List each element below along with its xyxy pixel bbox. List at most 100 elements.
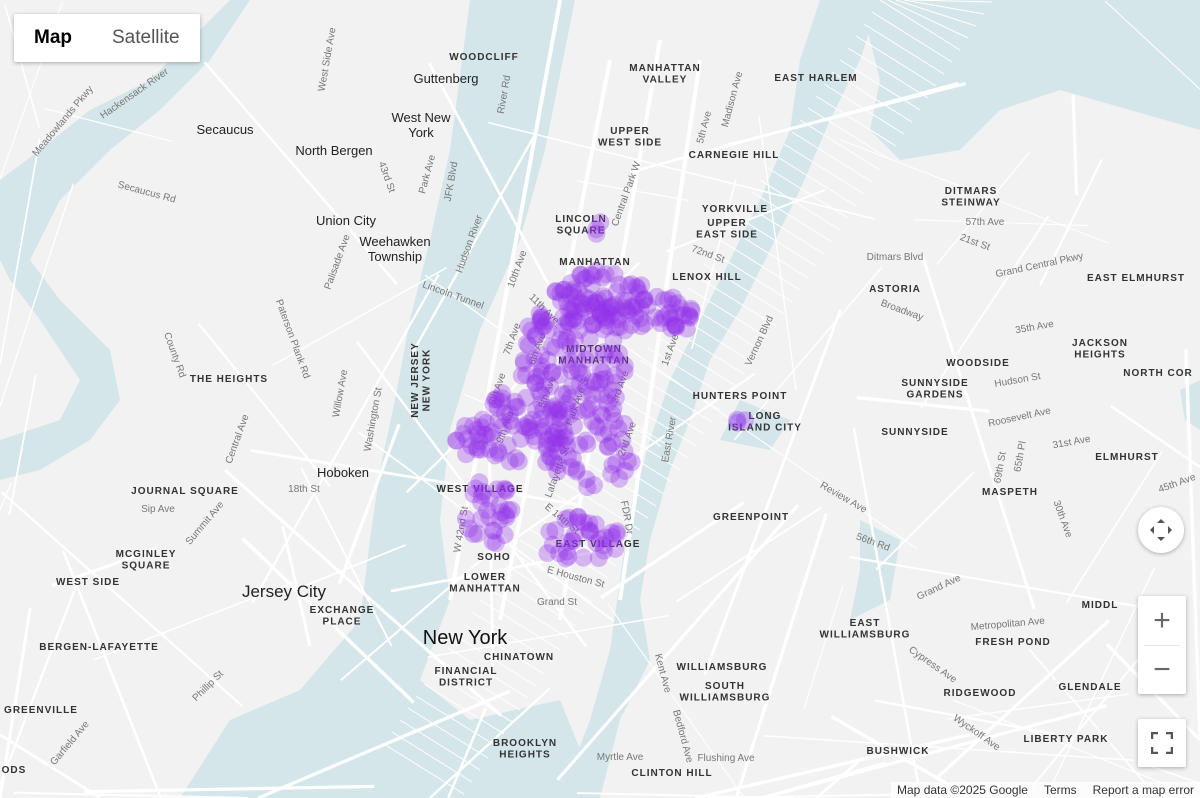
data-point-marker[interactable]: [541, 377, 560, 396]
data-point-marker[interactable]: [509, 452, 528, 471]
data-point-marker[interactable]: [557, 542, 576, 561]
data-point-marker[interactable]: [602, 464, 621, 483]
data-point-marker[interactable]: [495, 404, 514, 423]
data-point-marker[interactable]: [603, 528, 622, 547]
data-point-marker[interactable]: [567, 462, 586, 481]
data-point-marker[interactable]: [497, 481, 516, 500]
data-point-marker[interactable]: [564, 309, 583, 328]
data-point-marker[interactable]: [631, 309, 650, 328]
data-point-marker[interactable]: [480, 508, 499, 527]
data-point-marker[interactable]: [603, 456, 622, 475]
data-point-marker[interactable]: [606, 539, 625, 558]
data-point-marker[interactable]: [502, 501, 521, 520]
data-point-marker[interactable]: [728, 410, 747, 429]
data-point-marker[interactable]: [582, 316, 601, 335]
data-point-marker[interactable]: [598, 317, 617, 336]
data-point-marker[interactable]: [493, 417, 512, 436]
data-point-marker[interactable]: [468, 524, 487, 543]
data-point-marker[interactable]: [632, 276, 651, 295]
camera-control-button[interactable]: [1138, 507, 1184, 553]
data-point-marker[interactable]: [565, 330, 584, 349]
data-point-marker[interactable]: [475, 425, 494, 444]
data-point-marker[interactable]: [597, 308, 616, 327]
data-point-marker[interactable]: [567, 312, 586, 331]
data-point-marker[interactable]: [532, 308, 551, 327]
data-point-marker[interactable]: [681, 299, 700, 318]
data-point-marker[interactable]: [555, 280, 574, 299]
data-point-marker[interactable]: [595, 343, 614, 362]
data-point-marker[interactable]: [454, 424, 473, 443]
data-point-marker[interactable]: [517, 388, 536, 407]
data-point-marker[interactable]: [533, 418, 552, 437]
data-point-marker[interactable]: [602, 298, 621, 317]
data-point-marker[interactable]: [563, 531, 582, 550]
data-point-marker[interactable]: [545, 397, 564, 416]
data-point-marker[interactable]: [546, 282, 565, 301]
data-point-marker[interactable]: [578, 434, 597, 453]
data-point-marker[interactable]: [543, 427, 562, 446]
data-point-marker[interactable]: [682, 301, 701, 320]
data-point-marker[interactable]: [584, 315, 603, 334]
data-point-marker[interactable]: [607, 525, 626, 544]
data-point-marker[interactable]: [546, 434, 565, 453]
data-point-marker[interactable]: [576, 401, 595, 420]
data-point-marker[interactable]: [517, 334, 536, 353]
data-point-marker[interactable]: [554, 281, 573, 300]
data-point-marker[interactable]: [559, 547, 578, 566]
data-point-marker[interactable]: [573, 299, 592, 318]
data-point-marker[interactable]: [646, 308, 665, 327]
data-point-marker[interactable]: [653, 309, 672, 328]
data-point-marker[interactable]: [607, 453, 626, 472]
data-point-marker[interactable]: [598, 387, 617, 406]
data-point-marker[interactable]: [574, 295, 593, 314]
data-point-marker[interactable]: [564, 283, 583, 302]
data-point-marker[interactable]: [571, 265, 590, 284]
data-point-marker[interactable]: [622, 297, 641, 316]
data-point-marker[interactable]: [622, 453, 641, 472]
data-point-marker[interactable]: [630, 283, 649, 302]
data-point-marker[interactable]: [537, 439, 556, 458]
data-point-marker[interactable]: [552, 292, 571, 311]
data-point-marker[interactable]: [523, 410, 542, 429]
data-point-marker[interactable]: [580, 289, 599, 308]
data-point-marker[interactable]: [561, 274, 580, 293]
data-point-marker[interactable]: [680, 308, 699, 327]
data-point-marker[interactable]: [519, 336, 538, 355]
data-point-marker[interactable]: [586, 515, 605, 534]
data-point-marker[interactable]: [631, 299, 650, 318]
data-point-marker[interactable]: [610, 469, 629, 488]
data-point-marker[interactable]: [551, 414, 570, 433]
data-point-marker[interactable]: [467, 438, 486, 457]
data-point-marker[interactable]: [587, 293, 606, 312]
data-point-marker[interactable]: [664, 288, 683, 307]
data-point-marker[interactable]: [544, 453, 563, 472]
data-point-marker[interactable]: [547, 429, 566, 448]
data-point-marker[interactable]: [575, 513, 594, 532]
data-point-marker[interactable]: [635, 314, 654, 333]
data-point-marker[interactable]: [589, 300, 608, 319]
data-point-marker[interactable]: [532, 361, 551, 380]
data-point-marker[interactable]: [503, 416, 522, 435]
data-point-marker[interactable]: [548, 442, 567, 461]
data-point-marker[interactable]: [524, 427, 543, 446]
data-point-marker[interactable]: [583, 385, 602, 404]
data-point-marker[interactable]: [608, 310, 627, 329]
data-point-marker[interactable]: [602, 305, 621, 324]
data-point-marker[interactable]: [532, 308, 551, 327]
data-point-marker[interactable]: [548, 400, 567, 419]
data-point-marker[interactable]: [511, 429, 530, 448]
data-point-marker[interactable]: [457, 445, 476, 464]
data-point-marker[interactable]: [666, 304, 685, 323]
data-point-marker[interactable]: [537, 436, 556, 455]
data-point-marker[interactable]: [540, 522, 559, 541]
data-point-marker[interactable]: [563, 532, 582, 551]
data-point-marker[interactable]: [568, 402, 587, 421]
data-point-marker[interactable]: [521, 421, 540, 440]
data-point-marker[interactable]: [543, 362, 562, 381]
data-point-marker[interactable]: [548, 462, 567, 481]
data-point-marker[interactable]: [592, 370, 611, 389]
data-point-marker[interactable]: [526, 326, 545, 345]
data-point-marker[interactable]: [595, 289, 614, 308]
data-point-marker[interactable]: [551, 409, 570, 428]
